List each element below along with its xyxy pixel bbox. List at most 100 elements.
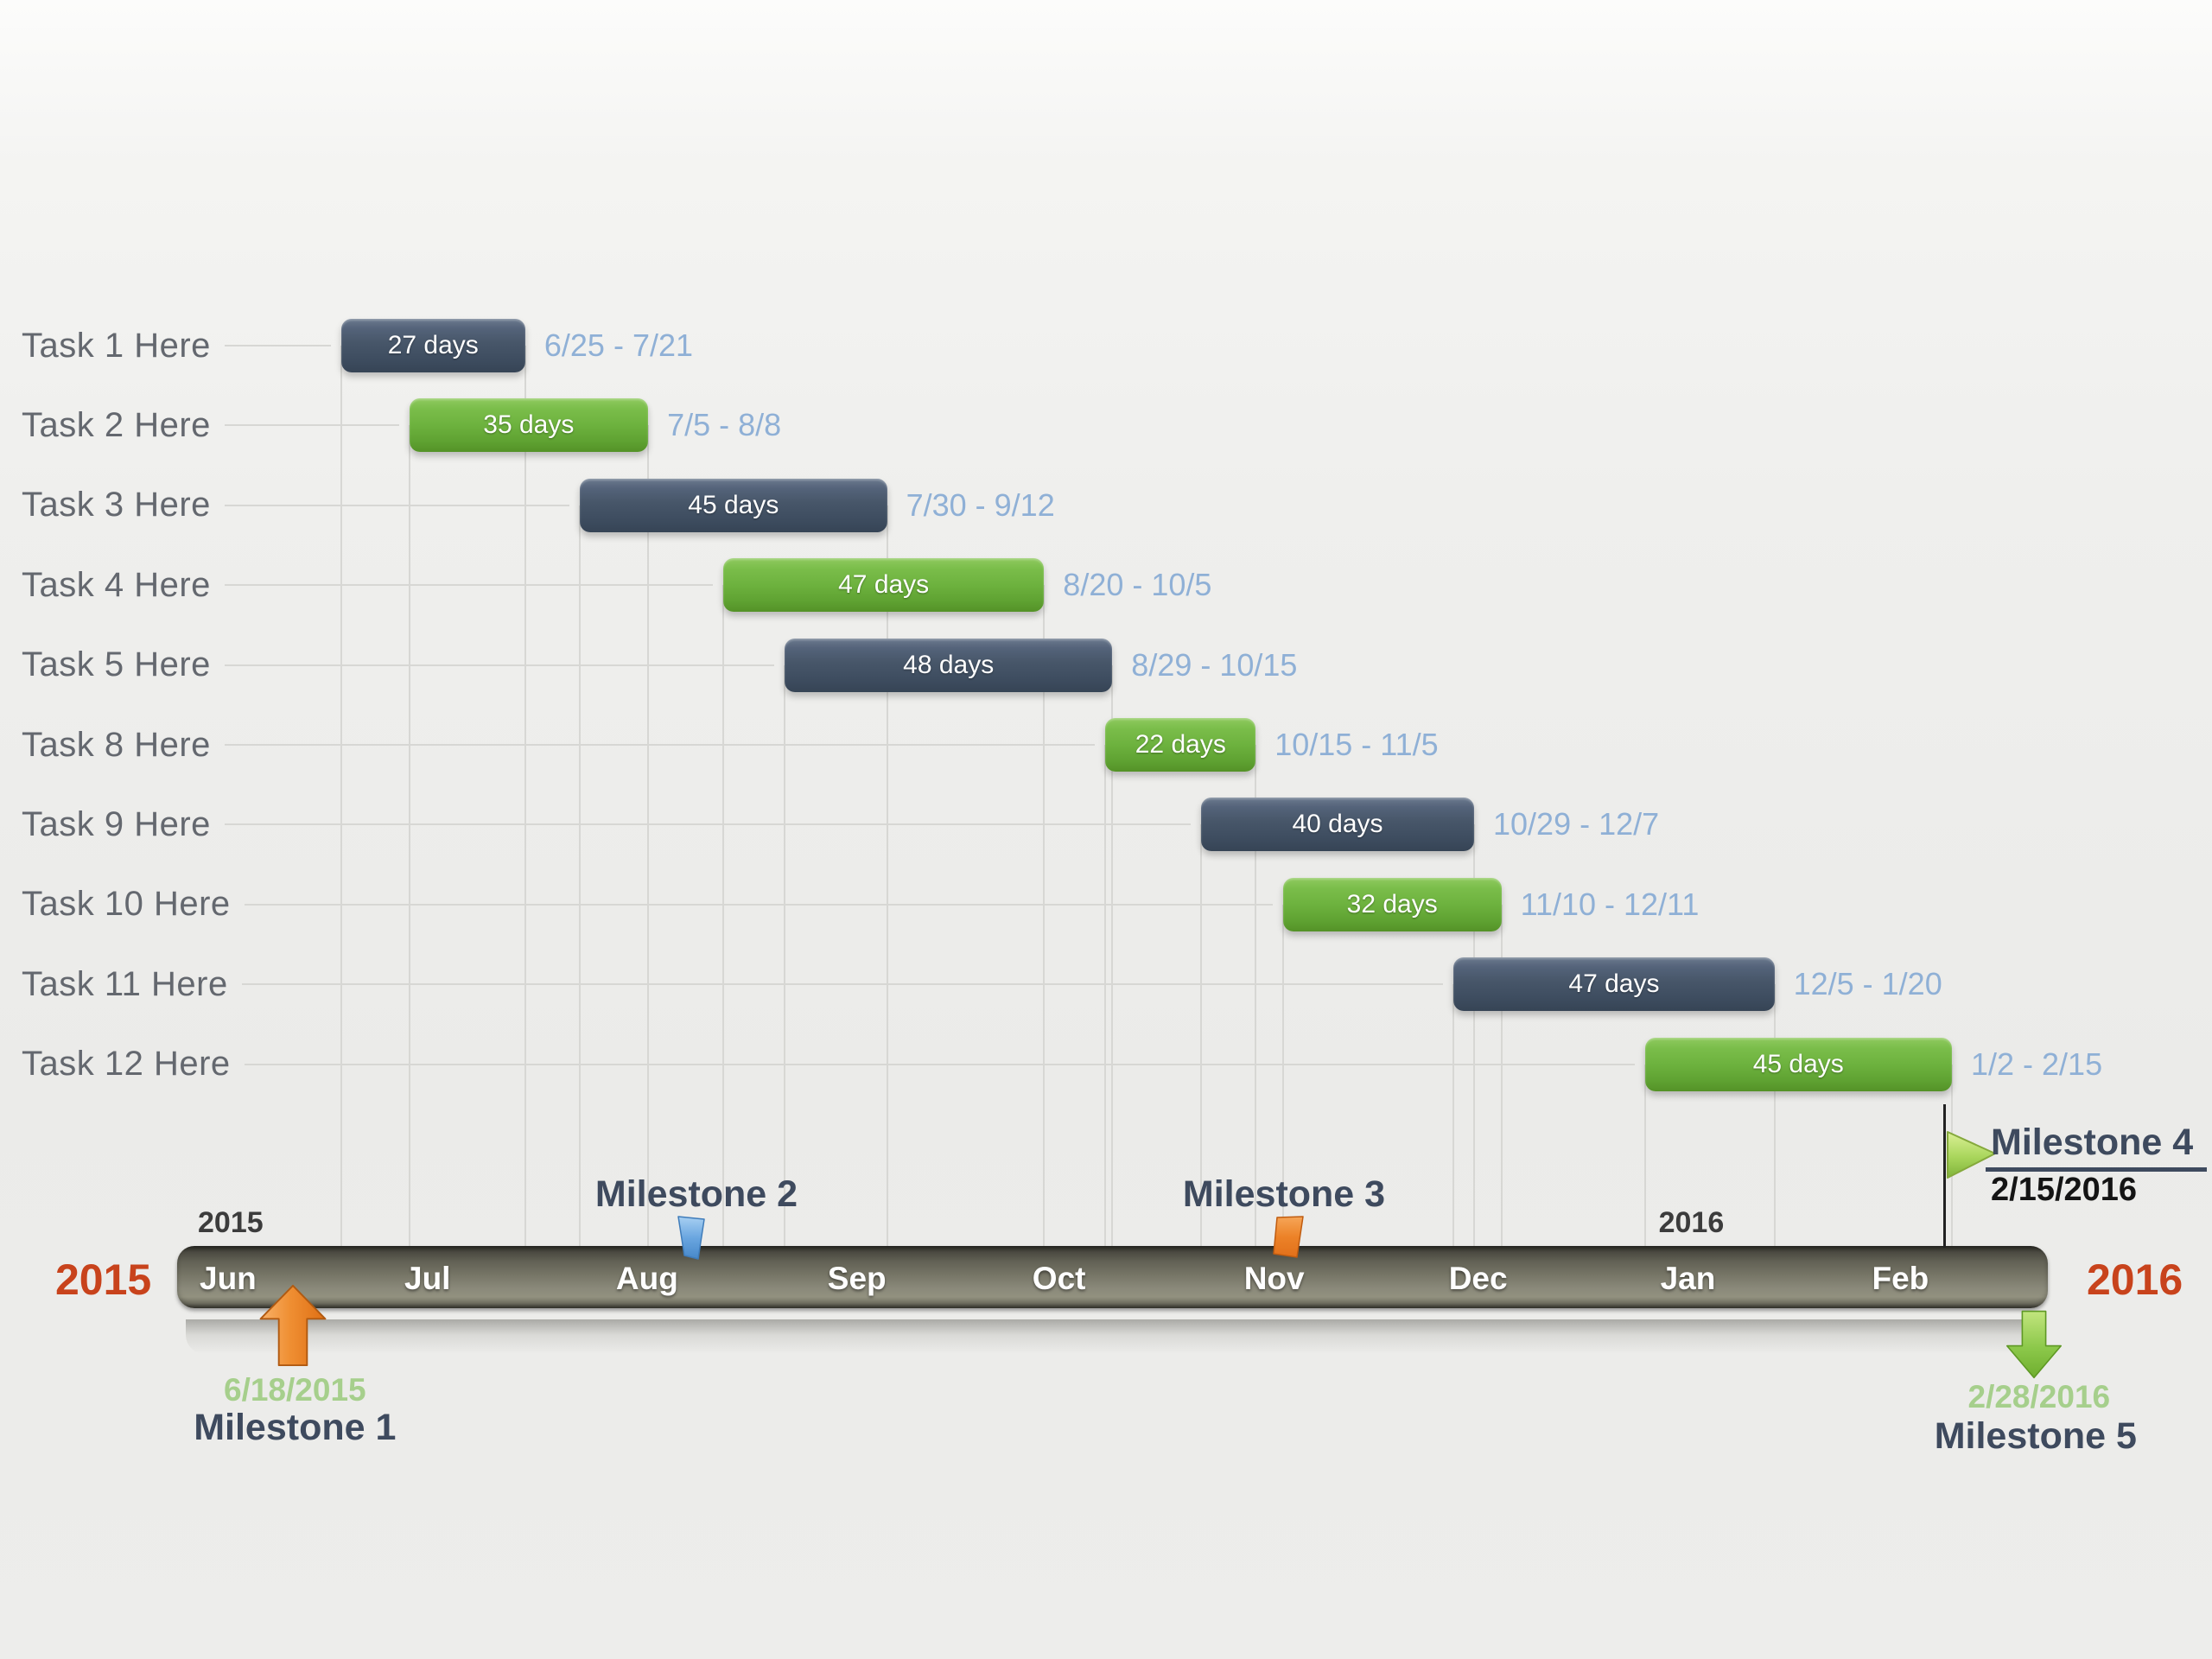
bar-duration-label: 48 days — [903, 650, 995, 679]
bar-duration-label: 47 days — [1568, 969, 1660, 999]
bar-edge-connector-line — [579, 505, 582, 1246]
bar-duration-label: 35 days — [483, 410, 575, 440]
task-date-range: 6/25 - 7/21 — [543, 327, 694, 363]
milestone-1-name[interactable]: Milestone 1 — [194, 1407, 397, 1448]
task-row: Task 12 Here — [22, 1042, 1638, 1087]
month-label: Oct — [1032, 1261, 1086, 1296]
gantt-bar[interactable]: 45 days — [580, 478, 887, 532]
gantt-bar[interactable]: 48 days — [785, 638, 1113, 692]
bar-edge-connector-line — [784, 664, 786, 1246]
bar-duration-label: 22 days — [1135, 730, 1226, 759]
gantt-bar[interactable]: 40 days — [1201, 798, 1474, 852]
task-label[interactable]: Task 10 Here — [22, 885, 231, 924]
milestone-2-name[interactable]: Milestone 2 — [594, 1173, 798, 1215]
task-leader-line — [224, 823, 1191, 826]
milestone-2-pennant-icon[interactable] — [670, 1215, 713, 1266]
task-leader-line — [224, 345, 331, 346]
milestone-5-down-arrow-icon[interactable] — [1995, 1310, 2073, 1383]
timeline-reflection — [186, 1319, 2039, 1354]
bar-duration-label: 27 days — [387, 331, 479, 359]
month-label: Aug — [615, 1261, 678, 1296]
gantt-bar[interactable]: 27 days — [340, 319, 525, 372]
gantt-bar[interactable]: 32 days — [1282, 877, 1502, 931]
task-leader-line — [241, 983, 1444, 986]
milestone-1-date[interactable]: 6/18/2015 — [223, 1372, 366, 1408]
bar-edge-connector-line — [524, 346, 526, 1246]
bar-edge-connector-line — [1773, 984, 1776, 1246]
task-label[interactable]: Task 12 Here — [22, 1045, 231, 1084]
gantt-bar[interactable]: 35 days — [409, 398, 649, 453]
task-row: Task 9 Here — [22, 802, 1194, 847]
task-date-range: 8/29 - 10/15 — [1131, 646, 1298, 683]
year-label-2015-small: 2015 — [198, 1206, 264, 1239]
task-label[interactable]: Task 5 Here — [22, 645, 211, 684]
task-row: Task 1 Here — [22, 323, 334, 368]
milestone-4-pole — [1943, 1104, 1947, 1248]
task-leader-line — [244, 903, 1273, 906]
month-label: Feb — [1872, 1261, 1929, 1296]
task-label[interactable]: Task 4 Here — [22, 565, 211, 604]
bar-edge-connector-line — [1643, 1064, 1646, 1246]
milestone-4-date[interactable]: 2/15/2016 — [1991, 1172, 2138, 1208]
gantt-bar[interactable]: 22 days — [1105, 718, 1256, 772]
task-label[interactable]: Task 8 Here — [22, 725, 211, 764]
month-label: Dec — [1448, 1261, 1508, 1296]
bar-edge-connector-line — [1452, 984, 1455, 1246]
bar-edge-connector-line — [1111, 664, 1114, 1246]
bar-edge-connector-line — [1104, 745, 1107, 1246]
bar-duration-label: 45 days — [688, 490, 779, 519]
task-date-range: 7/30 - 9/12 — [906, 486, 1055, 523]
month-label: Jan — [1660, 1261, 1716, 1296]
task-leader-line — [244, 1063, 1635, 1065]
bar-duration-label: 45 days — [1752, 1049, 1844, 1078]
bar-edge-connector-line — [1200, 824, 1202, 1246]
task-label[interactable]: Task 1 Here — [22, 326, 211, 365]
task-row: Task 11 Here — [22, 962, 1446, 1007]
task-leader-line — [224, 744, 1096, 746]
bar-edge-connector-line — [722, 585, 724, 1246]
month-label: Jul — [404, 1261, 451, 1296]
bar-edge-connector-line — [1281, 904, 1284, 1246]
gantt-bar[interactable]: 47 days — [723, 558, 1045, 613]
bar-edge-connector-line — [1473, 824, 1475, 1246]
timeline-bar[interactable] — [177, 1246, 2048, 1308]
task-label[interactable]: Task 11 Here — [22, 964, 228, 1003]
task-label[interactable]: Task 2 Here — [22, 405, 211, 444]
year-label-2016-small: 2016 — [1658, 1206, 1725, 1239]
month-label: Jun — [200, 1261, 257, 1296]
bar-edge-connector-line — [408, 425, 410, 1246]
task-leader-line — [224, 504, 570, 506]
bar-edge-connector-line — [340, 346, 342, 1246]
task-date-range: 8/20 - 10/5 — [1063, 567, 1212, 603]
task-leader-line — [224, 664, 775, 666]
task-date-range: 10/15 - 11/5 — [1274, 727, 1439, 762]
gantt-bar[interactable]: 47 days — [1453, 957, 1775, 1012]
milestone-5-name[interactable]: Milestone 5 — [1934, 1415, 2137, 1457]
task-leader-line — [224, 584, 713, 587]
milestone-4-name[interactable]: Milestone 4 — [1986, 1122, 2207, 1172]
task-row: Task 2 Here — [22, 403, 403, 448]
milestone-5-date[interactable]: 2/28/2016 — [1967, 1379, 2111, 1414]
bar-duration-label: 40 days — [1292, 810, 1383, 839]
task-row: Task 8 Here — [22, 722, 1098, 767]
bar-edge-connector-line — [1255, 745, 1257, 1246]
year-label-2016-accent: 2016 — [2087, 1255, 2183, 1304]
gantt-bar[interactable]: 45 days — [1644, 1037, 1952, 1091]
task-date-range: 7/5 - 8/8 — [667, 407, 782, 443]
milestone-1-up-arrow-icon[interactable] — [254, 1284, 332, 1371]
bar-edge-connector-line — [1043, 585, 1046, 1246]
task-row: Task 5 Here — [22, 643, 778, 688]
task-label[interactable]: Task 3 Here — [22, 486, 211, 524]
month-label: Sep — [827, 1261, 887, 1296]
task-date-range: 10/29 - 12/7 — [1493, 806, 1660, 842]
task-label[interactable]: Task 9 Here — [22, 804, 211, 843]
task-row: Task 4 Here — [22, 563, 716, 607]
task-row: Task 3 Here — [22, 483, 573, 528]
milestone-4-flag-icon[interactable] — [1946, 1130, 1998, 1185]
milestone-3-pennant-icon[interactable] — [1266, 1215, 1309, 1266]
bar-edge-connector-line — [1500, 904, 1503, 1246]
milestone-3-name[interactable]: Milestone 3 — [1182, 1173, 1386, 1215]
task-date-range: 11/10 - 12/11 — [1520, 886, 1700, 922]
year-label-2015-accent: 2015 — [55, 1255, 152, 1304]
